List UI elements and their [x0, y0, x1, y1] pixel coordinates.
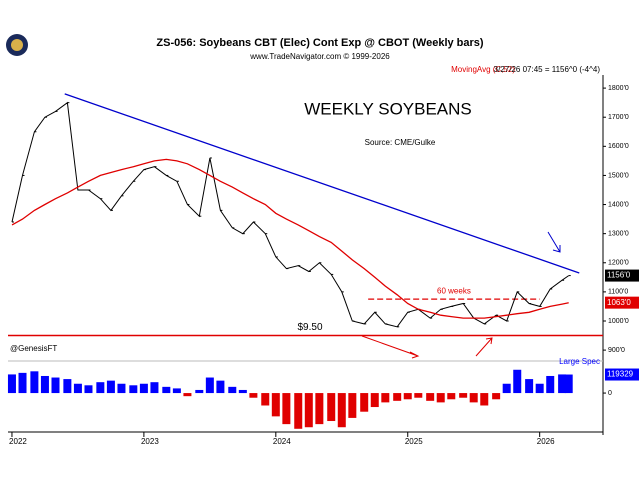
y-tick-label: 1200'0 [608, 260, 629, 267]
x-tick-label: 2026 [537, 437, 555, 446]
spec-bar [84, 385, 93, 394]
spec-bar [172, 388, 181, 394]
chart-title: ZS-056: Soybeans CBT (Elec) Cont Exp @ C… [156, 37, 483, 49]
spec-bar [492, 393, 501, 400]
spec-bar [436, 393, 445, 403]
spec-bar [459, 393, 468, 398]
y-tick-label: 1600'0 [608, 143, 629, 150]
spec-bar [393, 393, 402, 401]
spec-bar [73, 383, 82, 394]
spec-bar [139, 383, 148, 394]
price-line [11, 101, 569, 328]
last-value-label: 1156'0 [607, 271, 631, 280]
spec-bar [238, 389, 247, 394]
spec-bar [228, 386, 237, 394]
spec-bar [315, 393, 324, 425]
moving-average [11, 158, 569, 319]
spec-bar [30, 371, 39, 394]
level-label: $9.50 [297, 322, 322, 333]
spec-bar [18, 372, 27, 394]
spec-bar [480, 393, 489, 406]
ma-legend: MovingAvg (C,52) [451, 65, 515, 74]
spec-bar [205, 377, 214, 394]
arrow [547, 231, 561, 253]
spec-bar [195, 389, 204, 394]
spec-bar [525, 379, 534, 394]
spec-bar [271, 393, 280, 417]
spec-bar [106, 380, 115, 394]
spec-bar [129, 385, 138, 394]
logo [6, 34, 28, 56]
spec-bar [117, 383, 126, 394]
spec-bar [7, 374, 16, 394]
spec-bar [150, 382, 159, 394]
spec-bar [546, 375, 555, 394]
spec-bar [414, 393, 423, 398]
spec-bar [370, 393, 379, 408]
last-value-tag [605, 368, 639, 381]
last-value-label: 1063'0 [607, 298, 631, 307]
y-tick-label: 1700'0 [608, 114, 629, 121]
spec-bar [426, 393, 435, 401]
spec-bar [249, 393, 258, 398]
last-value-tag [605, 269, 639, 282]
spec-bar [183, 393, 192, 397]
spec-bar [304, 393, 313, 428]
y-tick-label: 1500'0 [608, 172, 629, 179]
spec-bar [558, 374, 567, 394]
spec-bar [261, 393, 270, 406]
y-tick-label: 1000'0 [608, 318, 629, 325]
spec-bar [96, 382, 105, 394]
x-tick-label: 2025 [405, 437, 423, 446]
spec-bar [327, 393, 336, 422]
source: Source: CME/Gulke [365, 138, 436, 147]
subtitle: www.TradeNavigator.com © 1999-2026 [249, 52, 390, 61]
spec-bar [337, 393, 346, 428]
spec-bar [535, 383, 544, 394]
last-value-label: 119329 [607, 370, 634, 379]
last-value-tag [605, 296, 639, 309]
spec-bar [403, 393, 412, 400]
spec-bar [513, 369, 522, 394]
spec-bar [447, 393, 456, 400]
spec-bar [51, 377, 60, 394]
y-tick-label: 1300'0 [608, 231, 629, 238]
spec-bar [564, 374, 573, 394]
panel-title: Large Spec [559, 357, 600, 366]
y-tick-label: 1800'0 [608, 85, 629, 92]
spec-bar [162, 386, 171, 394]
spec-bar [294, 393, 303, 429]
spec-bar [282, 393, 291, 425]
x-tick-label: 2022 [9, 437, 27, 446]
spec-bar [348, 393, 357, 418]
x-tick-label: 2024 [273, 437, 291, 446]
spec-bar [469, 393, 478, 403]
spec-bar [63, 379, 72, 394]
level-label: 60 weeks [437, 286, 471, 295]
spec-bar [40, 375, 49, 394]
arrow [475, 337, 493, 357]
arrow [361, 335, 420, 359]
trendline [64, 93, 580, 274]
spec-bar [502, 383, 511, 394]
y-tick-label: 1400'0 [608, 201, 629, 208]
watermark: @GenesisFT [10, 344, 57, 353]
spec-bar [360, 393, 369, 412]
y-tick-label: 1100'0 [608, 289, 628, 296]
spec-bar [381, 393, 390, 403]
x-tick-label: 2023 [141, 437, 159, 446]
y-tick-label: 900'0 [608, 347, 625, 354]
timestamp: 3/27/26 07:45 = 1156^0 (-4^4) [494, 65, 601, 74]
spec-bar [216, 380, 225, 394]
heading: WEEKLY SOYBEANS [304, 99, 472, 118]
y-tick-label: 0 [608, 390, 612, 397]
